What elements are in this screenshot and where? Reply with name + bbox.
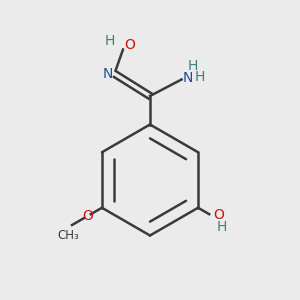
Text: H: H (188, 59, 198, 73)
Text: O: O (82, 209, 93, 223)
Text: CH₃: CH₃ (57, 229, 79, 242)
Text: N: N (183, 71, 193, 85)
Text: H: H (216, 220, 226, 234)
Text: N: N (103, 67, 113, 81)
Text: O: O (213, 208, 224, 222)
Text: O: O (124, 38, 135, 52)
Text: H: H (194, 70, 205, 84)
Text: H: H (105, 34, 116, 47)
